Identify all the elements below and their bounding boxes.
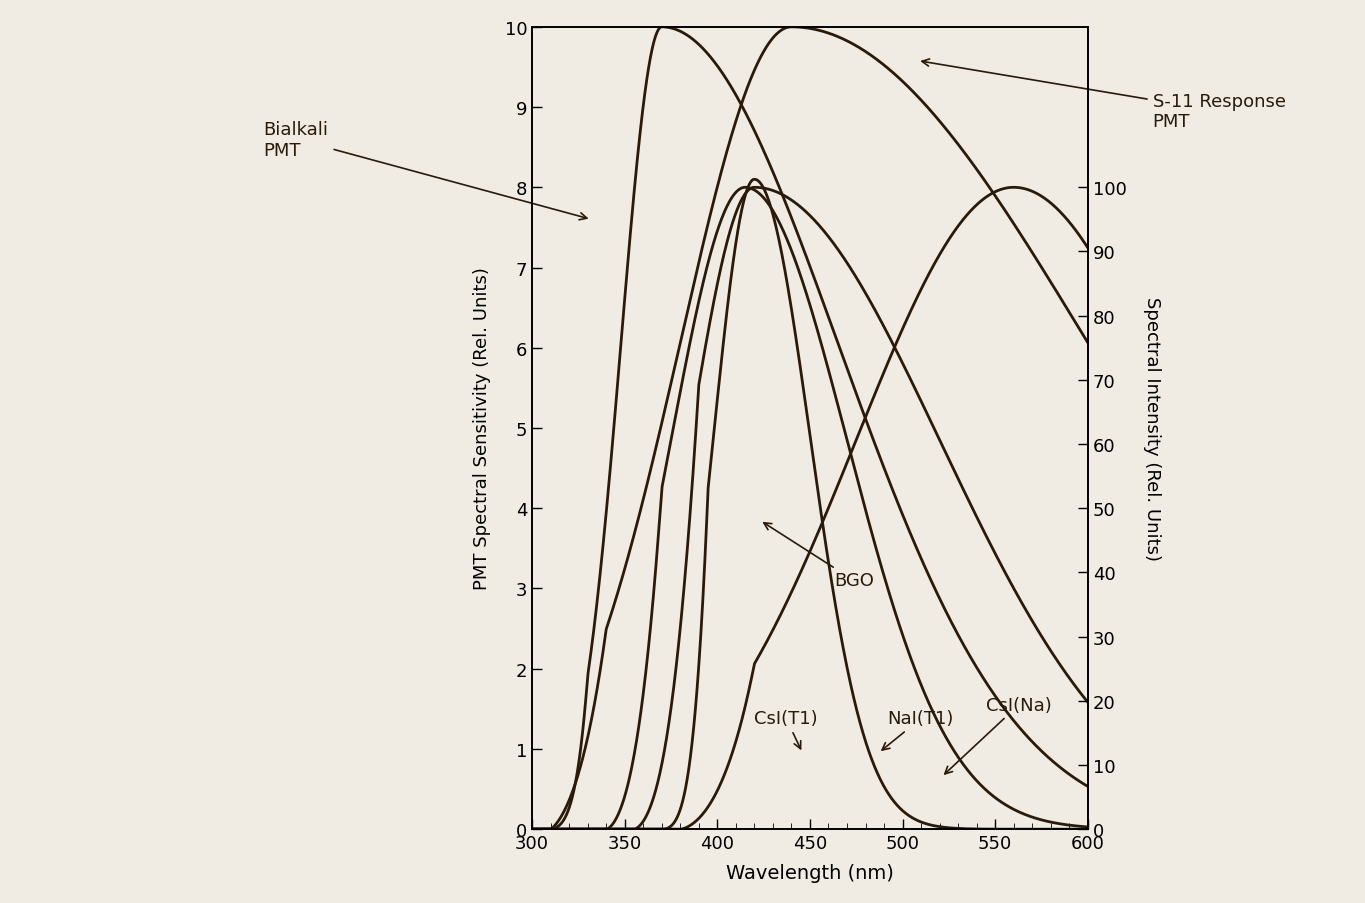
Text: S-11 Response
PMT: S-11 Response PMT (921, 60, 1286, 131)
Text: Bialkali
PMT: Bialkali PMT (263, 121, 587, 220)
X-axis label: Wavelength (nm): Wavelength (nm) (726, 863, 894, 882)
Y-axis label: PMT Spectral Sensitivity (Rel. Units): PMT Spectral Sensitivity (Rel. Units) (472, 267, 491, 590)
Y-axis label: Spectral Intensity (Rel. Units): Spectral Intensity (Rel. Units) (1143, 297, 1162, 561)
Text: BGO: BGO (764, 523, 874, 590)
Text: CsI(Na): CsI(Na) (945, 696, 1051, 774)
Text: NaI(T1): NaI(T1) (882, 710, 954, 750)
Text: CsI(T1): CsI(T1) (755, 710, 818, 749)
